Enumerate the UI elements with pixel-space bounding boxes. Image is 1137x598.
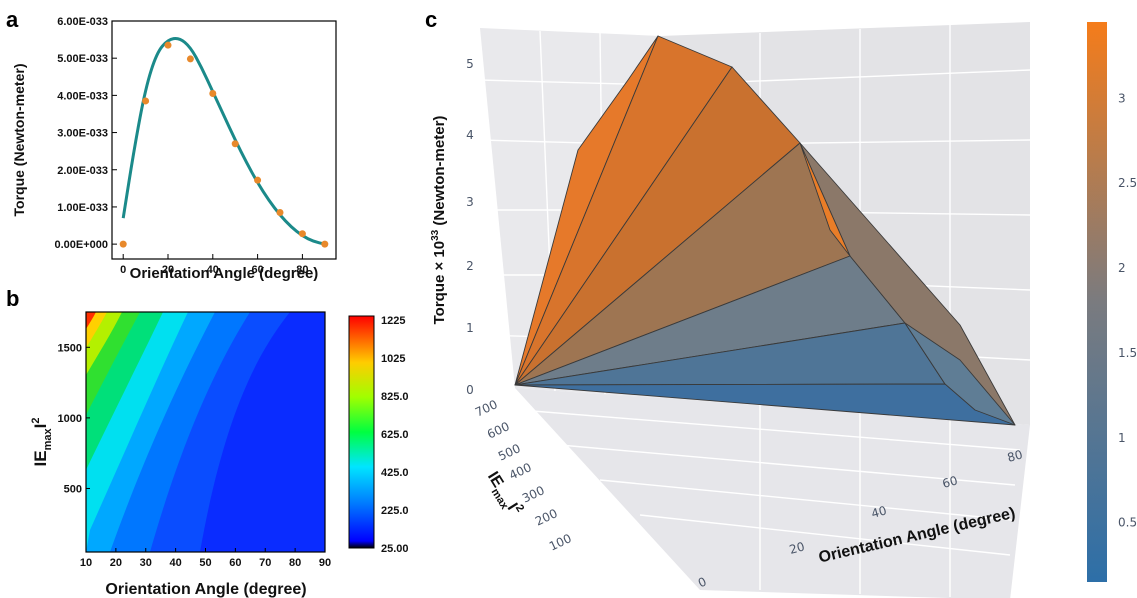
panel-a-data-point xyxy=(164,41,172,49)
panel-a-xtick-label: 40 xyxy=(207,264,219,276)
surface-facet xyxy=(799,142,851,257)
panel-b-xtick-label: 50 xyxy=(199,557,211,569)
panel-c-xtick-label: 20 xyxy=(788,539,806,556)
panel-b-ytick-label: 500 xyxy=(64,483,82,495)
panel-a-data-point xyxy=(321,240,329,248)
panel-b-colorbar-label: 425.0 xyxy=(381,467,409,479)
panel-b-colorbar-label: 1225 xyxy=(381,315,405,327)
panel-b-colorbar-label: 225.0 xyxy=(381,505,409,517)
panel-c-label: c xyxy=(425,7,437,32)
panel-b-xtick-label: 70 xyxy=(259,557,271,569)
panel-a-data-point xyxy=(209,90,217,98)
panel-a-fit-line xyxy=(121,37,326,246)
panel-a-xlabel: Orientation Angle (degree) xyxy=(130,265,319,282)
panel-b-colorbar-label: 825.0 xyxy=(381,391,409,403)
panel-a-data-point xyxy=(276,209,284,217)
panel-b-xtick-label: 60 xyxy=(229,557,241,569)
svg-text:IEmaxI2: IEmaxI2 xyxy=(30,418,54,467)
panel-b-ticks: 10 20 30 40 50 60 70 80 90 500 1000 1500 xyxy=(58,342,332,569)
panel-a-data-point xyxy=(186,55,194,63)
panel-b-colorbar-label: 625.0 xyxy=(381,429,409,441)
panel-c-ztick-label: 5 xyxy=(466,57,474,71)
panel-a-ytick-label: 1.00E-033 xyxy=(57,202,108,214)
panel-c-surface xyxy=(514,35,1016,426)
panel-c-ztick-label: 0 xyxy=(466,383,474,397)
panel-a-xtick-label: 80 xyxy=(296,264,308,276)
panel-a-ytick-label: 5.00E-033 xyxy=(57,53,108,65)
panel-c-zlabel: Torque × 1033 (Newton-meter) xyxy=(430,116,448,325)
panel-a-ytick-label: 2.00E-033 xyxy=(57,165,108,177)
panel-b-xlabel: Orientation Angle (degree) xyxy=(105,581,306,598)
panel-b-xtick-label: 90 xyxy=(319,557,331,569)
panel-b-ylabel: IEmaxI2 xyxy=(30,418,54,467)
panel-c-ztick-label: 2 xyxy=(466,259,474,273)
panel-c-ztick-label: 4 xyxy=(466,128,474,142)
panel-c-colorbar-label: 3 xyxy=(1118,91,1126,105)
panel-b-ytick-label: 1500 xyxy=(58,342,82,354)
panel-b-heatmap: b 10 20 30 40 50 60 70 80 90 500 1000 1500 1225 1025… xyxy=(6,286,409,598)
panel-c-ytick-label: 600 xyxy=(485,419,512,441)
panel-b-colorbar-ticks: 1225 1025 825.0 625.0 425.0 225.0 25.00 xyxy=(381,315,409,555)
panel-c-colorbar-label: 1 xyxy=(1118,431,1126,445)
panel-c-xtick-label: 40 xyxy=(870,503,888,520)
panel-a-data-point xyxy=(231,140,239,148)
panel-c-colorbar-ticks: 3 2.5 2 1.5 1 0.5 xyxy=(1118,91,1137,529)
panel-a-xtick-label: 60 xyxy=(251,264,263,276)
svg-text:Torque × 1033 (Newton-meter): Torque × 1033 (Newton-meter) xyxy=(430,116,448,325)
panel-a-ytick-label: 4.00E-033 xyxy=(57,90,108,102)
panel-b-heatmap-field xyxy=(86,312,325,552)
panel-b-colorbar-label: 1025 xyxy=(381,353,405,365)
panel-b-xtick-label: 30 xyxy=(140,557,152,569)
panel-a-data-point xyxy=(119,240,127,248)
panel-b-ytick-label: 1000 xyxy=(58,413,82,425)
panel-a-data-point xyxy=(254,176,262,184)
panel-c-colorbar-label: 2.5 xyxy=(1118,176,1137,190)
panel-a-fit-curve xyxy=(121,37,326,246)
panel-a-xtick-label: 0 xyxy=(120,264,126,276)
surface-facet xyxy=(904,322,1016,426)
panel-a-ticks: 0 20 40 60 80 0.00E+000 1.00E-033 2.00E-033 3.00… xyxy=(54,16,308,276)
panel-c-ytick-label: 100 xyxy=(547,531,574,553)
panel-c-3d-surface: c xyxy=(425,7,1137,598)
panel-c-colorbar-label: 2 xyxy=(1118,261,1126,275)
panel-b-xtick-label: 10 xyxy=(80,557,92,569)
panel-a-torque-vs-angle: a 0 20 40 60 80 0.00E+000 1.00E-033 2.00E-033 3.… xyxy=(6,7,337,282)
panel-b-colorbar xyxy=(348,315,375,549)
panel-a-ytick-label: 3.00E-033 xyxy=(57,128,108,140)
panel-c-xtick-label: 60 xyxy=(941,473,959,490)
panel-c-ztick-label: 1 xyxy=(466,321,474,335)
panel-c-ytick-label: 200 xyxy=(533,506,560,528)
panel-c-ztick-label: 3 xyxy=(466,195,474,209)
panel-c-ytick-label: 400 xyxy=(507,460,534,482)
panel-a-data-point xyxy=(142,97,150,105)
panel-a-xtick-label: 20 xyxy=(162,264,174,276)
panel-a-label: a xyxy=(6,7,19,32)
panel-c-colorbar xyxy=(1087,22,1107,582)
panel-a-ytick-label: 6.00E-033 xyxy=(57,16,108,28)
panel-a-ylabel: Torque (Newton-meter) xyxy=(11,64,27,217)
panel-b-label: b xyxy=(6,286,19,311)
panel-a-data-point xyxy=(298,230,306,238)
panel-c-ytick-label: 500 xyxy=(496,441,523,463)
panel-c-xtick-label: 80 xyxy=(1006,447,1024,464)
panel-c-colorbar-label: 0.5 xyxy=(1118,516,1137,530)
panel-a-frame xyxy=(111,20,337,260)
panel-b-colorbar-label: 25.00 xyxy=(381,543,409,555)
panel-b-xtick-label: 20 xyxy=(110,557,122,569)
panel-b-xtick-label: 40 xyxy=(170,557,182,569)
panel-c-colorbar-label: 1.5 xyxy=(1118,346,1137,360)
panel-c-ytick-label: 300 xyxy=(520,483,547,505)
panel-c-ytick-label: 700 xyxy=(473,397,500,419)
panel-a-points xyxy=(119,41,329,248)
panel-b-xtick-label: 80 xyxy=(289,557,301,569)
panel-a-ytick-label: 0.00E+000 xyxy=(54,239,108,251)
